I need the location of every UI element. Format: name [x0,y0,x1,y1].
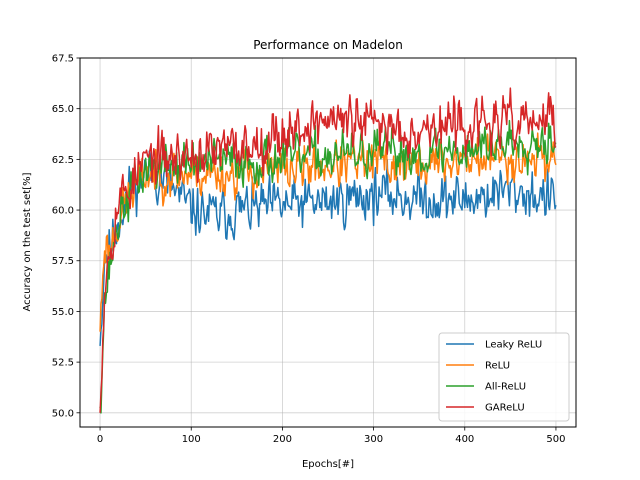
series-line [99,150,557,346]
y-tick-label: 55.0 [52,307,74,318]
ticks: 0 100 200 300 400 500 50.0 52.5 55.0 57.5 60.0 62.5… [52,54,566,446]
y-tick-label: 52.5 [52,358,74,369]
y-tick-label: 65.0 [52,104,74,115]
y-tick-label: 60.0 [52,206,74,217]
y-tick-label: 57.5 [52,256,74,267]
series-lines [99,87,557,414]
x-tick-label: 0 [97,434,103,445]
y-tick-label: 50.0 [52,408,74,419]
plot-frame [79,57,577,428]
legend-label: Leaky ReLU [485,340,542,351]
legend-label: ReLU [485,361,510,372]
x-tick-label: 300 [364,434,383,445]
legend-box [438,332,570,422]
series-line [99,87,557,413]
x-axis-label: Epochs[#] [302,459,354,470]
x-tick-label: 400 [455,434,474,445]
y-tick-label: 67.5 [52,54,74,65]
legend-label: GAReLU [485,403,525,414]
chart-title: Performance on Madelon [253,38,403,52]
y-tick-label: 62.5 [52,155,74,166]
x-tick-label: 200 [273,434,292,445]
x-tick-label: 100 [182,434,201,445]
legend: Leaky ReLU ReLU All-ReLU GAReLU [438,332,570,422]
y-axis-label: Accuracy on the test set[%] [22,172,33,311]
x-tick-label: 500 [546,434,565,445]
legend-label: All-ReLU [485,382,526,393]
